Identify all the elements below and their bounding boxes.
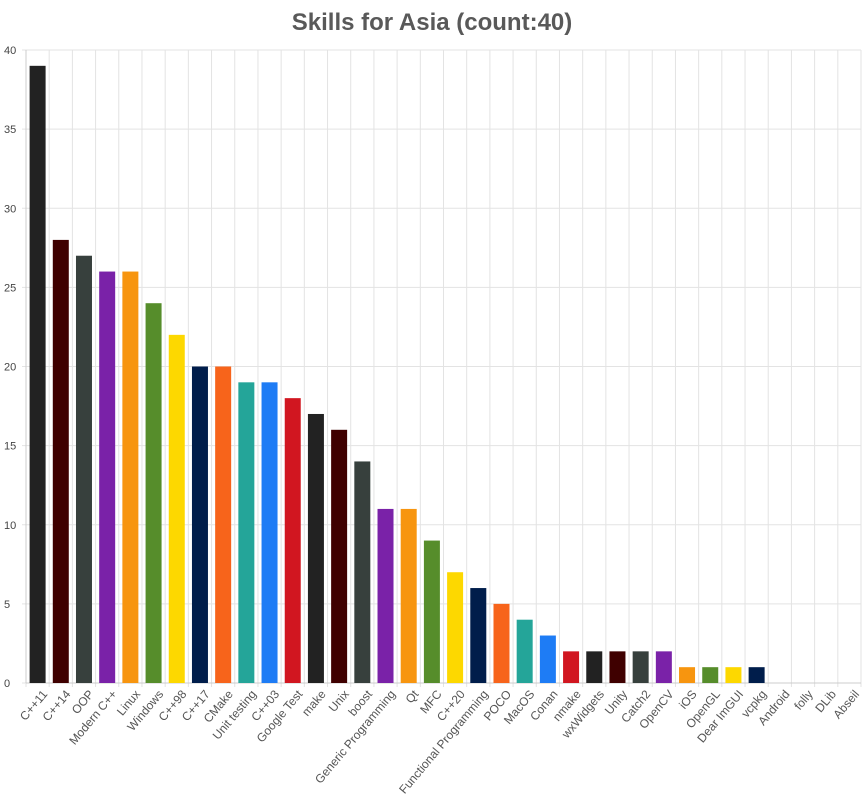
bar bbox=[122, 271, 139, 683]
y-tick-label: 5 bbox=[4, 599, 10, 611]
bar bbox=[655, 651, 672, 683]
bar bbox=[377, 508, 394, 683]
bar bbox=[191, 366, 208, 683]
bar bbox=[493, 603, 510, 683]
y-tick-label: 15 bbox=[4, 441, 16, 453]
x-tick-label: Qt bbox=[403, 687, 422, 706]
y-tick-label: 30 bbox=[4, 203, 16, 215]
bar bbox=[748, 667, 765, 683]
x-tick-label: folly bbox=[791, 687, 815, 712]
y-tick-label: 25 bbox=[4, 282, 16, 294]
bar bbox=[586, 651, 603, 683]
y-tick-label: 0 bbox=[4, 678, 10, 690]
bar bbox=[168, 334, 185, 683]
bar bbox=[145, 303, 162, 683]
y-tick-label: 40 bbox=[4, 45, 16, 57]
x-tick-label: Abseil bbox=[830, 687, 862, 721]
bar bbox=[261, 382, 278, 683]
bar bbox=[284, 398, 301, 683]
y-tick-label: 20 bbox=[4, 362, 16, 374]
bar bbox=[632, 651, 649, 683]
y-tick-label: 35 bbox=[4, 124, 16, 136]
bar bbox=[354, 461, 371, 683]
bar bbox=[238, 382, 255, 683]
bar bbox=[470, 588, 487, 683]
bar bbox=[609, 651, 626, 683]
y-tick-label: 10 bbox=[4, 520, 16, 532]
bar bbox=[563, 651, 580, 683]
bar bbox=[423, 540, 440, 683]
bar bbox=[52, 239, 69, 683]
x-tick-label: make bbox=[299, 687, 329, 719]
bar bbox=[29, 65, 46, 683]
bar bbox=[75, 255, 92, 683]
bar bbox=[447, 572, 464, 683]
bar bbox=[215, 366, 232, 683]
bar bbox=[702, 667, 719, 683]
bar bbox=[516, 619, 533, 683]
bar bbox=[539, 635, 556, 683]
bar bbox=[307, 413, 324, 683]
bar bbox=[679, 667, 696, 683]
chart-title: Skills for Asia (count:40) bbox=[291, 9, 573, 36]
bar bbox=[725, 667, 742, 683]
bar bbox=[99, 271, 116, 683]
bar bbox=[400, 508, 417, 683]
bar bbox=[331, 429, 348, 683]
